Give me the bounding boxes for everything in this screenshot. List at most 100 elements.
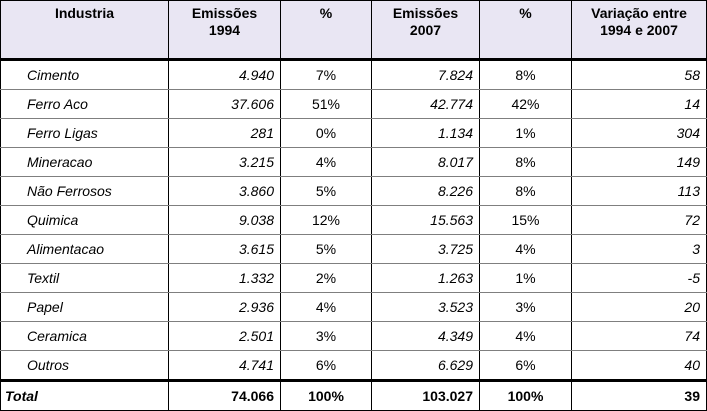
cell-emissoes-1994: 2.501	[168, 321, 281, 351]
cell-emissoes-2007: 1.134	[371, 118, 480, 148]
cell-industria: Alimentacao	[0, 234, 169, 264]
cell-emissoes-2007: 3.523	[371, 292, 480, 322]
total-emissoes-2007: 103.027	[371, 379, 480, 411]
cell-emissoes-2007: 6.629	[371, 350, 480, 381]
cell-pct-1994: 12%	[280, 205, 372, 235]
cell-pct-2007: 1%	[479, 263, 572, 293]
table-row: Quimica 9.038 12% 15.563 15% 72	[0, 205, 707, 235]
table-row: Ceramica 2.501 3% 4.349 4% 74	[0, 321, 707, 351]
cell-pct-1994: 0%	[280, 118, 372, 148]
cell-industria: Cimento	[0, 59, 169, 90]
cell-emissoes-1994: 1.332	[168, 263, 281, 293]
cell-pct-2007: 8%	[479, 176, 572, 206]
header-line: 1994	[208, 22, 241, 38]
cell-emissoes-1994: 9.038	[168, 205, 281, 235]
cell-pct-1994: 6%	[280, 350, 372, 381]
table-row: Ferro Aco 37.606 51% 42.774 42% 14	[0, 89, 707, 119]
total-pct-2007: 100%	[479, 379, 572, 411]
header-line: Variação entre	[591, 5, 687, 21]
cell-emissoes-2007: 8.226	[371, 176, 480, 206]
total-label: Total	[0, 379, 169, 411]
cell-industria: Quimica	[0, 205, 169, 235]
cell-pct-2007: 1%	[479, 118, 572, 148]
cell-pct-2007: 15%	[479, 205, 572, 235]
table-row: Textil 1.332 2% 1.263 1% -5	[0, 263, 707, 293]
cell-emissoes-1994: 4.940	[168, 59, 281, 90]
cell-pct-1994: 7%	[280, 59, 372, 90]
cell-emissoes-1994: 3.615	[168, 234, 281, 264]
cell-pct-2007: 4%	[479, 321, 572, 351]
cell-pct-1994: 5%	[280, 176, 372, 206]
table-row: Mineracao 3.215 4% 8.017 8% 149	[0, 147, 707, 177]
cell-emissoes-2007: 4.349	[371, 321, 480, 351]
cell-industria: Outros	[0, 350, 169, 381]
cell-pct-2007: 42%	[479, 89, 572, 119]
cell-industria: Ferro Ligas	[0, 118, 169, 148]
cell-pct-1994: 51%	[280, 89, 372, 119]
cell-variacao: 58	[571, 59, 707, 90]
cell-variacao: 72	[571, 205, 707, 235]
cell-emissoes-2007: 15.563	[371, 205, 480, 235]
cell-industria: Ferro Aco	[0, 89, 169, 119]
cell-pct-1994: 4%	[280, 147, 372, 177]
header-pct-1994: %	[280, 0, 372, 61]
cell-emissoes-1994: 2.936	[168, 292, 281, 322]
cell-emissoes-1994: 37.606	[168, 89, 281, 119]
table-row: Papel 2.936 4% 3.523 3% 20	[0, 292, 707, 322]
header-line: 2007	[409, 22, 442, 38]
cell-emissoes-1994: 4.741	[168, 350, 281, 381]
header-industria: Industria	[0, 0, 169, 61]
cell-emissoes-1994: 3.860	[168, 176, 281, 206]
cell-emissoes-2007: 3.725	[371, 234, 480, 264]
cell-pct-1994: 4%	[280, 292, 372, 322]
table-row: Outros 4.741 6% 6.629 6% 40	[0, 350, 707, 381]
table-body: Cimento 4.940 7% 7.824 8% 58 Ferro Aco 37.606 51…	[0, 59, 707, 381]
total-pct-1994: 100%	[280, 379, 372, 411]
table-row: Cimento 4.940 7% 7.824 8% 58	[0, 59, 707, 90]
cell-industria: Mineracao	[0, 147, 169, 177]
cell-emissoes-2007: 8.017	[371, 147, 480, 177]
header-line: Emissões	[191, 5, 258, 21]
header-line: Industria	[54, 5, 115, 21]
cell-emissoes-2007: 1.263	[371, 263, 480, 293]
cell-pct-1994: 2%	[280, 263, 372, 293]
header-variacao: Variação entre 1994 e 2007	[571, 0, 707, 61]
cell-variacao: 304	[571, 118, 707, 148]
header-line: %	[319, 5, 333, 21]
cell-pct-2007: 8%	[479, 147, 572, 177]
header-emissoes-2007: Emissões 2007	[371, 0, 480, 61]
table-row: Alimentacao 3.615 5% 3.725 4% 3	[0, 234, 707, 264]
cell-emissoes-1994: 3.215	[168, 147, 281, 177]
cell-variacao: 20	[571, 292, 707, 322]
total-variacao: 39	[571, 379, 707, 411]
cell-industria: Papel	[0, 292, 169, 322]
table-row: Não Ferrosos 3.860 5% 8.226 8% 113	[0, 176, 707, 206]
cell-emissoes-2007: 7.824	[371, 59, 480, 90]
cell-emissoes-1994: 281	[168, 118, 281, 148]
cell-emissoes-2007: 42.774	[371, 89, 480, 119]
cell-variacao: 14	[571, 89, 707, 119]
cell-variacao: 113	[571, 176, 707, 206]
cell-industria: Textil	[0, 263, 169, 293]
cell-variacao: 40	[571, 350, 707, 381]
header-line: 1994 e 2007	[600, 22, 678, 38]
header-row: Industria Emissões 1994 % Emissões 2007 …	[0, 0, 707, 61]
cell-pct-2007: 4%	[479, 234, 572, 264]
cell-variacao: -5	[571, 263, 707, 293]
total-row: Total 74.066 100% 103.027 100% 39	[0, 379, 707, 411]
cell-pct-1994: 3%	[280, 321, 372, 351]
cell-pct-2007: 8%	[479, 59, 572, 90]
cell-pct-2007: 6%	[479, 350, 572, 381]
cell-variacao: 74	[571, 321, 707, 351]
cell-variacao: 149	[571, 147, 707, 177]
table-row: Ferro Ligas 281 0% 1.134 1% 304	[0, 118, 707, 148]
cell-industria: Ceramica	[0, 321, 169, 351]
cell-pct-1994: 5%	[280, 234, 372, 264]
total-emissoes-1994: 74.066	[168, 379, 281, 411]
header-line: %	[519, 5, 532, 21]
header-emissoes-1994: Emissões 1994	[168, 0, 281, 61]
cell-industria: Não Ferrosos	[0, 176, 169, 206]
cell-variacao: 3	[571, 234, 707, 264]
